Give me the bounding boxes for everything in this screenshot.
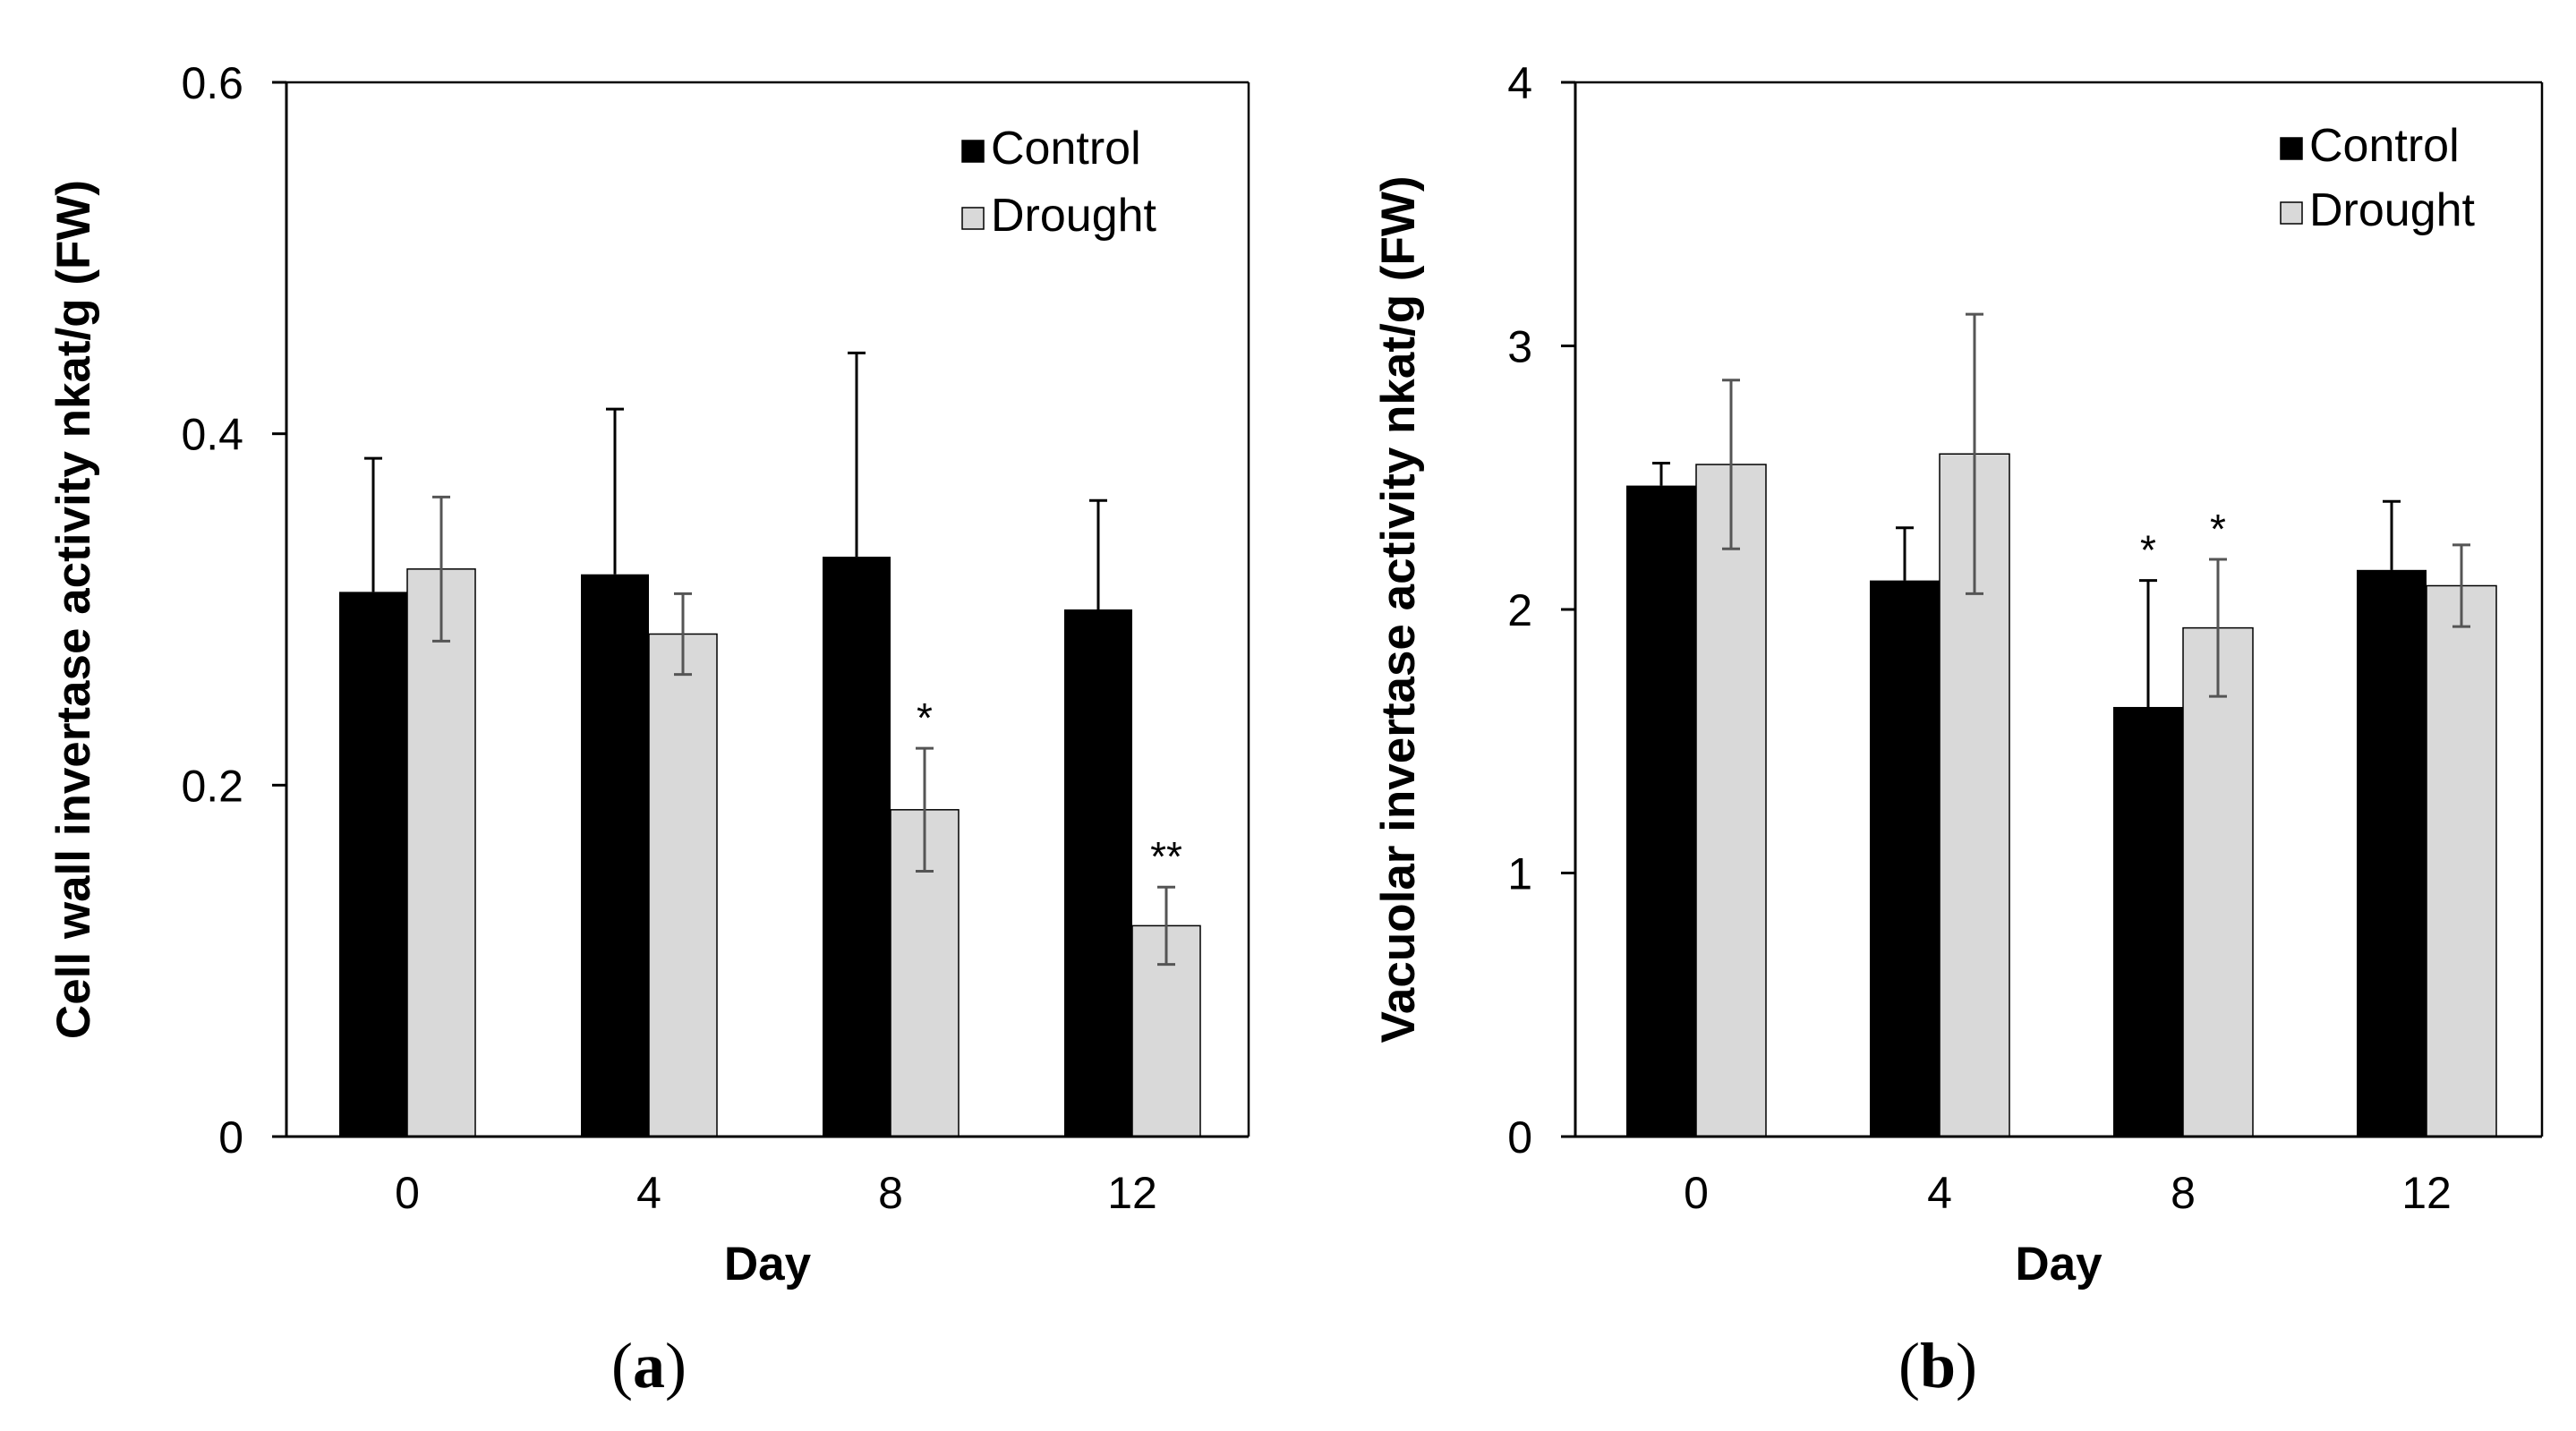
y-tick-label-0: 0 xyxy=(1507,1112,1532,1163)
legend-swatch-drought xyxy=(2280,201,2303,225)
x-tick-label-12: 12 xyxy=(1107,1168,1157,1218)
y-tick-label-3: 3 xyxy=(1507,322,1532,372)
x-axis-title: Day xyxy=(724,1238,812,1290)
significance-drought-day-8: * xyxy=(2210,506,2226,552)
significance-drought-day-8: * xyxy=(917,694,933,741)
bar-control-day-4 xyxy=(1870,580,1940,1137)
x-tick-label-0: 0 xyxy=(1684,1168,1709,1218)
panel-label: (a) xyxy=(611,1330,687,1401)
x-axis-title: Day xyxy=(2015,1238,2103,1290)
y-tick-label-1: 1 xyxy=(1507,849,1532,899)
legend-swatch-drought xyxy=(961,207,985,230)
bar-drought-day-0 xyxy=(406,568,476,1137)
bar-control-day-0 xyxy=(339,592,407,1137)
x-tick-label-4: 4 xyxy=(1927,1168,1952,1218)
legend-swatch-control xyxy=(961,140,985,163)
bar-drought-day-0 xyxy=(1695,464,1767,1137)
y-tick-label-0: 0 xyxy=(218,1112,243,1163)
y-tick-label-0.2: 0.2 xyxy=(181,761,243,811)
y-tick-label-0.6: 0.6 xyxy=(181,58,243,108)
significance-drought-day-12: ** xyxy=(1150,833,1182,880)
legend-label-drought: Drought xyxy=(2309,184,2476,236)
bar-control-day-8 xyxy=(823,557,891,1137)
bar-drought-day-12 xyxy=(2426,584,2497,1137)
y-axis-title: Vacuolar invertase activity nkat/g (FW) xyxy=(1372,175,1425,1043)
y-tick-label-2: 2 xyxy=(1507,585,1532,635)
y-tick-label-4: 4 xyxy=(1507,58,1532,108)
x-tick-label-8: 8 xyxy=(2171,1168,2196,1218)
panel-label: (b) xyxy=(1898,1330,1977,1401)
y-axis-title: Cell wall invertase activity nkat/g (FW) xyxy=(47,180,100,1039)
legend-label-control: Control xyxy=(991,123,1141,175)
x-tick-label-12: 12 xyxy=(2401,1168,2452,1218)
bar-control-day-4 xyxy=(581,574,649,1137)
x-tick-label-4: 4 xyxy=(636,1168,661,1218)
bar-drought-day-4 xyxy=(648,633,718,1137)
bar-control-day-12 xyxy=(1064,609,1132,1137)
bar-drought-day-8 xyxy=(2182,626,2254,1137)
bar-control-day-8 xyxy=(2113,706,2183,1137)
legend-label-control: Control xyxy=(2309,120,2460,172)
legend-label-drought: Drought xyxy=(991,190,1157,242)
y-tick-label-0.4: 0.4 xyxy=(181,410,243,460)
significance-control-day-8: * xyxy=(2140,527,2156,574)
x-tick-label-0: 0 xyxy=(395,1168,420,1218)
bar-control-day-12 xyxy=(2357,569,2427,1137)
x-tick-label-8: 8 xyxy=(878,1168,903,1218)
legend-swatch-control xyxy=(2280,137,2303,160)
bar-control-day-0 xyxy=(1626,485,1696,1137)
